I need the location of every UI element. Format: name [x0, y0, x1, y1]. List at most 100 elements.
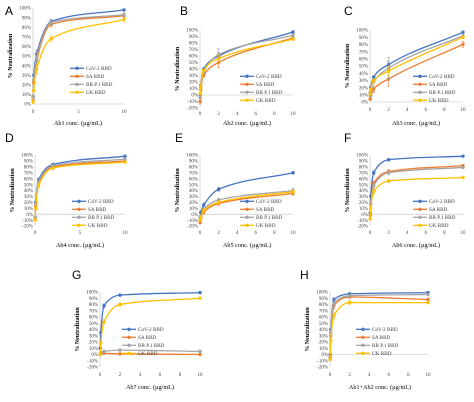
data-point: [426, 292, 430, 297]
legend-label: CoV-2 RBD: [256, 199, 282, 205]
legend-item-cov-2-rbd: CoV-2 RBD: [122, 327, 164, 333]
legend-item-br-p-1-rbd: BR P.1 RBD: [240, 90, 283, 96]
series-uk-rbd: [31, 17, 126, 104]
legend-item-sa-rbd: SA RBD: [413, 207, 448, 213]
legend-swatch-marker: [77, 215, 81, 219]
y-tick-label: 100%: [19, 7, 31, 12]
y-tick-label: 50%: [24, 183, 33, 188]
legend-swatch-marker: [418, 207, 422, 211]
y-tick-label: 50%: [359, 65, 368, 70]
x-tick-label: 4: [236, 112, 239, 117]
y-tick-label: 10%: [189, 87, 198, 92]
y-tick-label: 100%: [86, 291, 98, 296]
y-tick-label: 80%: [359, 43, 368, 48]
data-point: [102, 304, 106, 308]
data-point: [34, 67, 39, 72]
x-tick-label: 8: [443, 108, 446, 113]
x-tick-label: 4: [368, 373, 371, 378]
x-axis-title: Ab7 conc. (µg/mL): [126, 384, 174, 391]
y-tick-label: 80%: [189, 166, 198, 171]
y-tick-label: 40%: [24, 189, 33, 194]
y-tick-label: 40%: [319, 328, 328, 333]
legend-swatch-marker: [75, 74, 79, 79]
y-tick-label: 60%: [359, 177, 368, 182]
y-tick-label: 60%: [24, 177, 33, 182]
panel-label: H: [300, 268, 309, 282]
y-tick-label: 90%: [189, 35, 198, 40]
panel-c: C 100% 90% 80% 70% 60% 50% 40% 30% 20% 10% 0%0 2 4 6 8 1…: [344, 4, 466, 127]
legend-label: SA RBD: [86, 74, 105, 80]
data-point: [328, 357, 332, 362]
legend-label: SA RBD: [372, 335, 391, 341]
series-cov-2-rbd: [198, 30, 295, 97]
y-tick-label: 30%: [89, 334, 98, 339]
legend-label: SA RBD: [429, 82, 448, 88]
legend-item-cov-2-rbd: CoV-2 RBD: [240, 199, 282, 205]
legend-label: UK RBD: [429, 223, 449, 229]
legend-label: SA RBD: [88, 207, 107, 213]
legend-swatch-marker: [127, 327, 131, 331]
y-axis-title: % Neutralization: [345, 43, 351, 88]
legend-swatch-marker: [245, 74, 249, 79]
y-axis-title: % Neutralization: [175, 168, 181, 213]
series-line: [369, 36, 464, 95]
legend-item-sa-rbd: SA RBD: [72, 207, 107, 213]
legend-label: BR P.1 RBD: [372, 343, 399, 349]
x-tick-label: 8: [443, 231, 446, 236]
data-point: [372, 78, 376, 83]
legend-item-uk-rbd: UK RBD: [72, 223, 108, 229]
legend-swatch-marker: [77, 223, 81, 227]
data-point: [118, 348, 122, 352]
x-tick-label: 10: [426, 373, 432, 378]
y-tick-label: 20%: [24, 201, 33, 206]
x-tick-label: 10: [461, 108, 467, 113]
y-tick-label: 0%: [26, 213, 33, 218]
y-tick-label: 100%: [316, 291, 328, 296]
series-uk-rbd: [328, 300, 430, 362]
data-point: [216, 56, 221, 61]
y-tick-label: 30%: [319, 334, 328, 339]
y-tick-label: -20%: [187, 107, 198, 112]
x-tick-label: 6: [425, 108, 428, 113]
data-point: [49, 37, 53, 41]
y-tick-label: 40%: [189, 189, 198, 194]
data-point: [198, 352, 202, 357]
x-tick-label: 0: [99, 373, 102, 378]
data-point: [461, 42, 465, 47]
legend-swatch-marker: [77, 207, 81, 211]
y-tick-label: 40%: [359, 72, 368, 77]
legend-item-uk-rbd: UK RBD: [413, 98, 449, 104]
data-point: [34, 56, 39, 60]
legend-item-uk-rbd: UK RBD: [122, 351, 158, 357]
y-tick-label: 20%: [319, 341, 328, 346]
x-tick-label: 2: [217, 231, 220, 236]
panel-label: D: [5, 131, 14, 145]
series-line: [34, 161, 126, 221]
y-tick-label: -20%: [357, 225, 368, 230]
x-tick-label: 6: [255, 231, 258, 236]
series-line: [32, 18, 125, 103]
y-tick-label: 20%: [189, 201, 198, 206]
y-tick-label: 50%: [189, 61, 198, 66]
y-tick-label: 80%: [319, 303, 328, 308]
legend-swatch-marker: [361, 343, 365, 347]
panel-d: D 100%90%80%70%60%50%40%30%20%10%0%-10%-2…: [5, 131, 128, 249]
series-uk-rbd: [198, 37, 295, 96]
y-tick-label: -10%: [317, 359, 328, 364]
x-tick-label: 10: [123, 231, 129, 236]
data-point: [198, 290, 202, 295]
legend-label: UK RBD: [372, 351, 392, 357]
panel-label: B: [180, 4, 188, 18]
data-point: [216, 187, 221, 192]
series-br-p-1-rbd: [368, 34, 465, 98]
data-point: [33, 218, 37, 222]
x-tick-label: 0: [369, 108, 372, 113]
x-tick-label: 2: [387, 231, 390, 236]
data-point: [118, 302, 122, 307]
data-point: [36, 184, 41, 188]
legend-swatch-marker: [245, 215, 249, 219]
legend-swatch-marker: [418, 215, 422, 219]
legend-item-uk-rbd: UK RBD: [240, 98, 276, 104]
series-uk-rbd: [98, 296, 202, 357]
x-tick-label: 4: [139, 373, 142, 378]
